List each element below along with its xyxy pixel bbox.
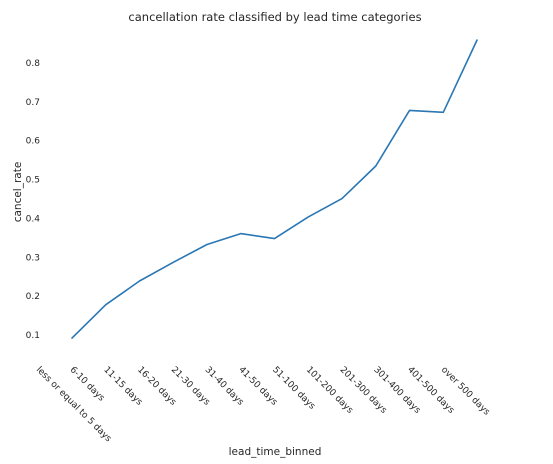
series-group bbox=[71, 39, 478, 339]
y-tick-label: 0.7 bbox=[26, 98, 40, 108]
y-tick-label: 0.1 bbox=[26, 331, 40, 341]
y-tick-label: 0.3 bbox=[26, 253, 40, 263]
y-tick-label: 0.2 bbox=[26, 292, 40, 302]
y-tick-label: 0.4 bbox=[26, 214, 41, 224]
chart-title: cancellation rate classified by lead tim… bbox=[128, 10, 421, 24]
y-tick-label: 0.6 bbox=[26, 137, 41, 147]
series-line bbox=[71, 39, 478, 339]
y-tick-label: 0.8 bbox=[26, 59, 41, 69]
y-axis-label: cancel_rate bbox=[12, 162, 24, 223]
x-axis-label: lead_time_binned bbox=[229, 446, 322, 458]
y-tick-labels: 0.1 0.2 0.3 0.4 0.5 0.6 0.7 0.8 bbox=[26, 59, 41, 341]
y-tick-label: 0.5 bbox=[26, 176, 40, 186]
